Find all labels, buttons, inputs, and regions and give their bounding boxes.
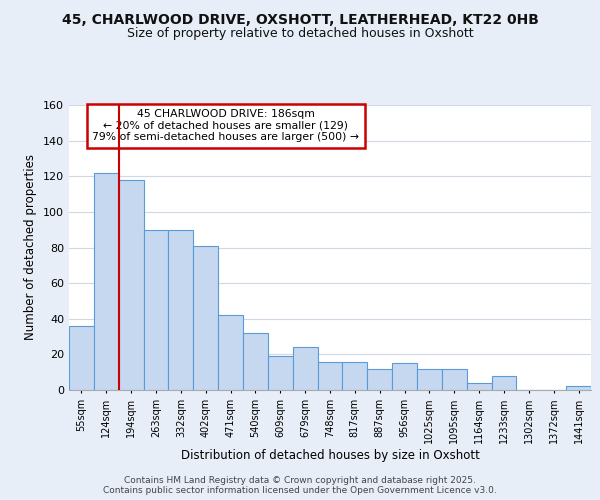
Bar: [94, 172, 119, 390]
Bar: [119, 180, 143, 390]
Bar: [566, 386, 591, 390]
Bar: [69, 326, 94, 390]
Bar: [367, 368, 392, 390]
Bar: [143, 230, 169, 390]
Bar: [268, 356, 293, 390]
Bar: [317, 362, 343, 390]
Text: Size of property relative to detached houses in Oxshott: Size of property relative to detached ho…: [127, 28, 473, 40]
Bar: [442, 368, 467, 390]
Bar: [417, 368, 442, 390]
Bar: [392, 364, 417, 390]
Bar: [491, 376, 517, 390]
Text: 45 CHARLWOOD DRIVE: 186sqm
← 20% of detached houses are smaller (129)
79% of sem: 45 CHARLWOOD DRIVE: 186sqm ← 20% of deta…: [92, 110, 359, 142]
Bar: [193, 246, 218, 390]
Y-axis label: Number of detached properties: Number of detached properties: [25, 154, 37, 340]
Bar: [243, 333, 268, 390]
Bar: [169, 230, 193, 390]
Text: 45, CHARLWOOD DRIVE, OXSHOTT, LEATHERHEAD, KT22 0HB: 45, CHARLWOOD DRIVE, OXSHOTT, LEATHERHEA…: [62, 12, 538, 26]
Bar: [343, 362, 367, 390]
Bar: [293, 347, 317, 390]
Bar: [467, 383, 491, 390]
X-axis label: Distribution of detached houses by size in Oxshott: Distribution of detached houses by size …: [181, 448, 479, 462]
Text: Contains HM Land Registry data © Crown copyright and database right 2025.
Contai: Contains HM Land Registry data © Crown c…: [103, 476, 497, 495]
Bar: [218, 315, 243, 390]
